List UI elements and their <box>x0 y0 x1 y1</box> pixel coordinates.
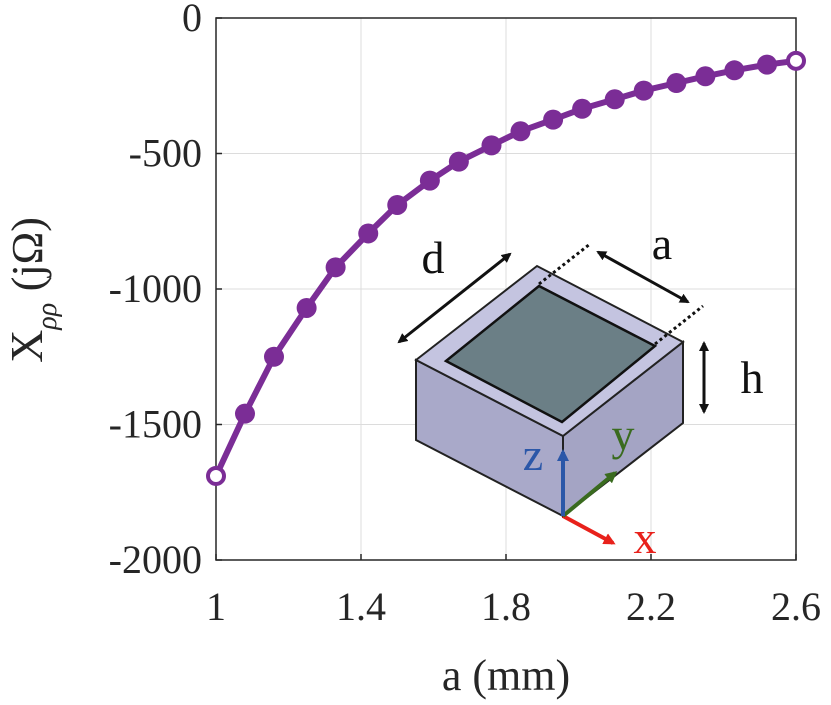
data-point <box>358 223 379 244</box>
data-point <box>543 109 564 130</box>
y-label: y <box>612 409 635 460</box>
data-point <box>786 50 806 71</box>
x-axis-title: a (mm) <box>442 651 570 700</box>
data-point <box>481 135 502 156</box>
data-point <box>510 121 531 142</box>
y-tick-label: -1500 <box>109 402 202 447</box>
data-point <box>264 346 284 367</box>
data-point <box>572 98 593 119</box>
y-axis-title-main: X <box>1 330 52 363</box>
a-dotted-right <box>654 304 704 346</box>
data-point <box>235 403 255 424</box>
x-ticks: 1 1.4 1.8 2.2 2.6 <box>206 554 821 629</box>
y-axis-arrow <box>561 471 618 518</box>
h-label: h <box>741 352 764 403</box>
y-ticks: 0 -500 -1000 -1500 -2000 <box>109 0 222 582</box>
data-point <box>666 73 687 94</box>
y-axis-title-sub: ρρ <box>32 303 63 331</box>
data-point <box>387 194 408 215</box>
data-point <box>296 297 317 318</box>
y-tick-label: -1000 <box>109 266 202 311</box>
data-point <box>757 54 777 75</box>
y-tick-label: 0 <box>182 0 202 40</box>
data-point <box>448 151 469 172</box>
a-label: a <box>652 218 672 269</box>
series-points <box>206 50 806 486</box>
x-tick-label: 1.8 <box>481 584 531 629</box>
data-point <box>325 257 346 278</box>
y-tick-label: -500 <box>129 131 202 176</box>
x-tick-label: 1.4 <box>336 584 386 629</box>
x-axis-arrow <box>562 514 616 545</box>
svg-text:Xρρ (jΩ): Xρρ (jΩ) <box>1 217 63 363</box>
data-point <box>604 89 625 110</box>
inset-diagram: d a h x y z <box>397 218 764 563</box>
data-point <box>695 66 716 87</box>
y-axis-title: Xρρ (jΩ) <box>1 217 63 363</box>
z-label: z <box>523 429 543 480</box>
data-point <box>633 80 654 101</box>
x-tick-label: 2.2 <box>626 584 676 629</box>
x-tick-label: 2.6 <box>771 584 821 629</box>
x-label: x <box>634 512 657 563</box>
d-dimension-arrow <box>397 252 512 344</box>
data-point <box>206 465 226 486</box>
a-dimension-arrow <box>596 250 690 304</box>
data-point <box>419 170 440 191</box>
y-axis-title-unit: (jΩ) <box>3 217 52 291</box>
d-label: d <box>422 232 445 283</box>
y-tick-label: -2000 <box>109 537 202 582</box>
a-dotted-left <box>538 242 591 286</box>
data-point <box>724 60 745 81</box>
x-tick-label: 1 <box>206 584 226 629</box>
